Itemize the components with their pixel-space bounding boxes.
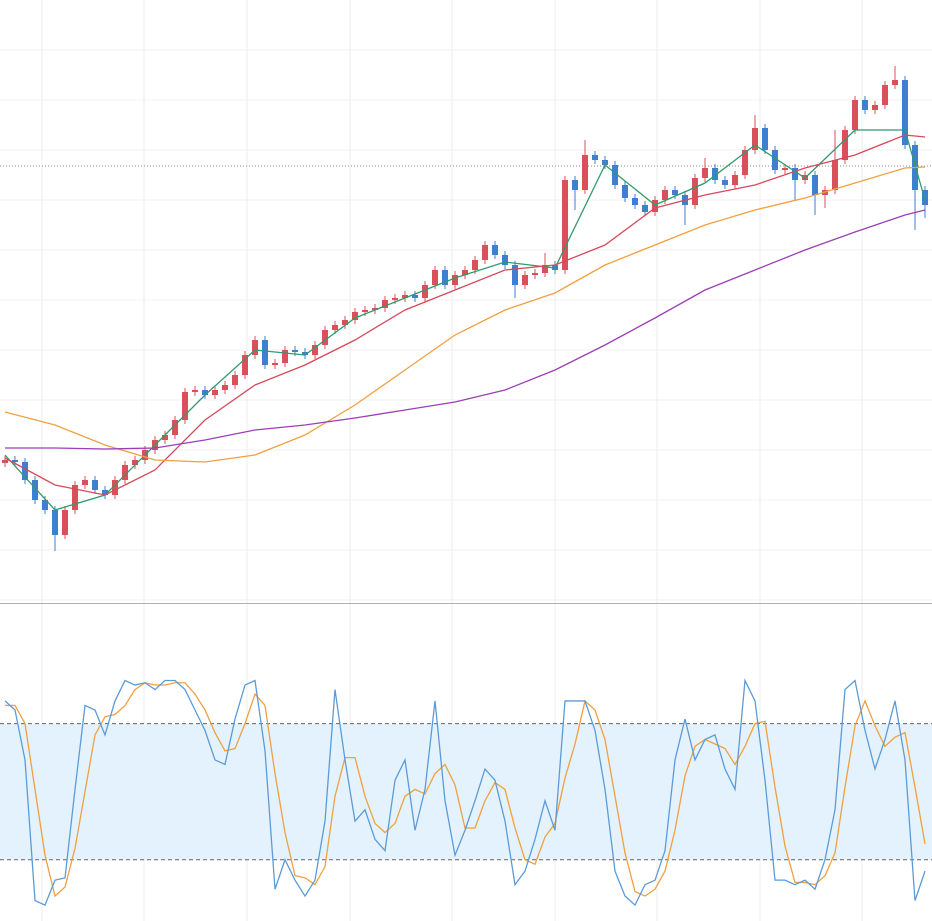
candle-body xyxy=(592,155,598,160)
moving-average-line xyxy=(4,129,926,511)
candle-body xyxy=(112,480,118,495)
candle-body xyxy=(672,190,678,195)
candle-body xyxy=(762,128,768,150)
candle-body xyxy=(402,295,408,298)
candle-body xyxy=(342,320,348,325)
candle-body xyxy=(382,300,388,308)
candle-body xyxy=(222,385,228,390)
candle-body xyxy=(502,255,508,265)
candle-body xyxy=(752,128,758,150)
candle-body xyxy=(862,100,868,110)
candle-body xyxy=(202,390,208,395)
candle-body xyxy=(652,200,658,212)
candle-body xyxy=(872,105,878,110)
candle-body xyxy=(262,340,268,365)
candle-body xyxy=(572,180,578,190)
candle-body xyxy=(62,510,68,535)
candle-body xyxy=(442,270,448,285)
candle-body xyxy=(492,245,498,255)
moving-average-line xyxy=(5,209,926,450)
candle-body xyxy=(352,312,358,320)
candle-body xyxy=(292,350,298,352)
candle-body xyxy=(562,180,568,270)
moving-average-line xyxy=(4,166,926,463)
candle-body xyxy=(272,363,278,365)
candle-body xyxy=(432,270,438,285)
candle-body xyxy=(922,190,928,205)
candle-body xyxy=(42,500,48,510)
candle-body xyxy=(662,190,668,200)
candle-body xyxy=(622,185,628,198)
candle-body xyxy=(132,460,138,465)
candle-body xyxy=(882,85,888,105)
candle-body xyxy=(232,375,238,385)
candle-body xyxy=(692,178,698,205)
candle-body xyxy=(722,180,728,185)
candle-body xyxy=(302,352,308,355)
candle-body xyxy=(582,155,588,190)
candle-body xyxy=(12,460,18,462)
candle-body xyxy=(52,510,58,535)
candle-body xyxy=(22,462,28,480)
candle-body xyxy=(422,285,428,298)
candle-body xyxy=(532,273,538,275)
candle-body xyxy=(212,390,218,395)
candle-body xyxy=(412,295,418,298)
candle-body xyxy=(702,168,708,178)
candle-body xyxy=(82,480,88,485)
candle-body xyxy=(782,168,788,170)
candle-body xyxy=(742,150,748,175)
candle-body xyxy=(642,205,648,212)
candle-body xyxy=(182,392,188,420)
candle-body xyxy=(892,80,898,85)
candle-body xyxy=(512,265,518,285)
candle-body xyxy=(452,275,458,285)
candle-body xyxy=(252,340,258,355)
candle-body xyxy=(462,270,468,275)
candle-body xyxy=(542,265,548,273)
candle-body xyxy=(632,198,638,205)
candle-body xyxy=(392,298,398,300)
candle-body xyxy=(282,350,288,363)
candle-body xyxy=(842,130,848,160)
candle-body xyxy=(612,165,618,185)
candle-body xyxy=(812,175,818,195)
candle-body xyxy=(92,480,98,490)
candle-body xyxy=(72,485,78,510)
candle-body xyxy=(732,175,738,185)
candle-body xyxy=(172,420,178,435)
candle-body xyxy=(472,260,478,270)
oscillator-band xyxy=(0,723,932,860)
candle-body xyxy=(362,310,368,312)
candle-body xyxy=(712,168,718,180)
candle-body xyxy=(852,100,858,130)
candle-body xyxy=(772,150,778,170)
candle-body xyxy=(2,460,8,463)
oscillator-line xyxy=(5,682,926,898)
vertical-grid xyxy=(41,0,863,921)
candle-body xyxy=(242,355,248,375)
candle-body xyxy=(372,308,378,310)
candle-body xyxy=(332,325,338,330)
candle-body xyxy=(792,168,798,180)
candle-body xyxy=(482,245,488,260)
candle-body xyxy=(322,330,328,345)
candle-body xyxy=(192,390,198,392)
candle-body xyxy=(102,490,108,495)
candle-body xyxy=(522,275,528,285)
oscillator-line xyxy=(4,678,926,907)
candle-body xyxy=(162,435,168,440)
candle-body xyxy=(902,80,908,145)
candle-body xyxy=(312,345,318,355)
candle-body xyxy=(122,465,128,480)
candle-body xyxy=(602,160,608,165)
moving-average-line xyxy=(4,134,926,496)
candle-body xyxy=(832,160,838,190)
candle-body xyxy=(32,480,38,500)
